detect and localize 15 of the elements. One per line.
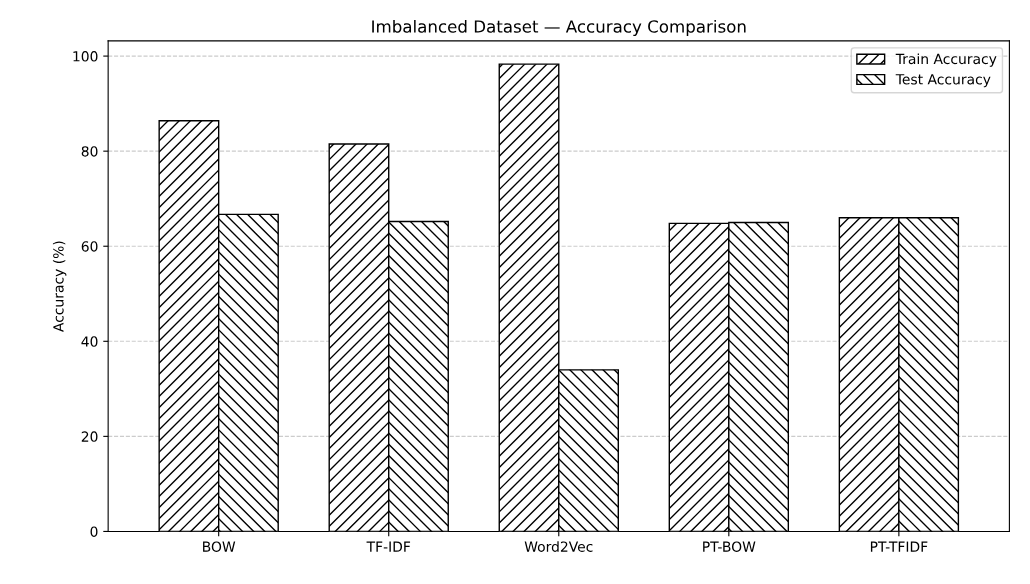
y-tick-label: 20 [81, 431, 98, 442]
y-tick-label: 40 [81, 336, 98, 347]
x-tick-label: PT-BOW [703, 541, 756, 552]
y-tick-label: 100 [73, 51, 98, 62]
y-axis-title: Accuracy (%) [52, 241, 67, 332]
y-tick-label: 0 [90, 526, 98, 537]
x-tick-label: BOW [203, 541, 236, 552]
chart-title: Imbalanced Dataset — Accuracy Comparison [372, 19, 746, 37]
y-tick-label: 60 [81, 241, 98, 252]
x-tick-label: Word2Vec [524, 541, 593, 552]
y-tick-label: 80 [81, 146, 98, 157]
x-tick-label: PT-TFIDF [870, 541, 928, 552]
legend-label: Train Accuracy [895, 53, 997, 67]
legend-label: Test Accuracy [895, 74, 991, 88]
x-tick-label: TF-IDF [366, 541, 411, 552]
